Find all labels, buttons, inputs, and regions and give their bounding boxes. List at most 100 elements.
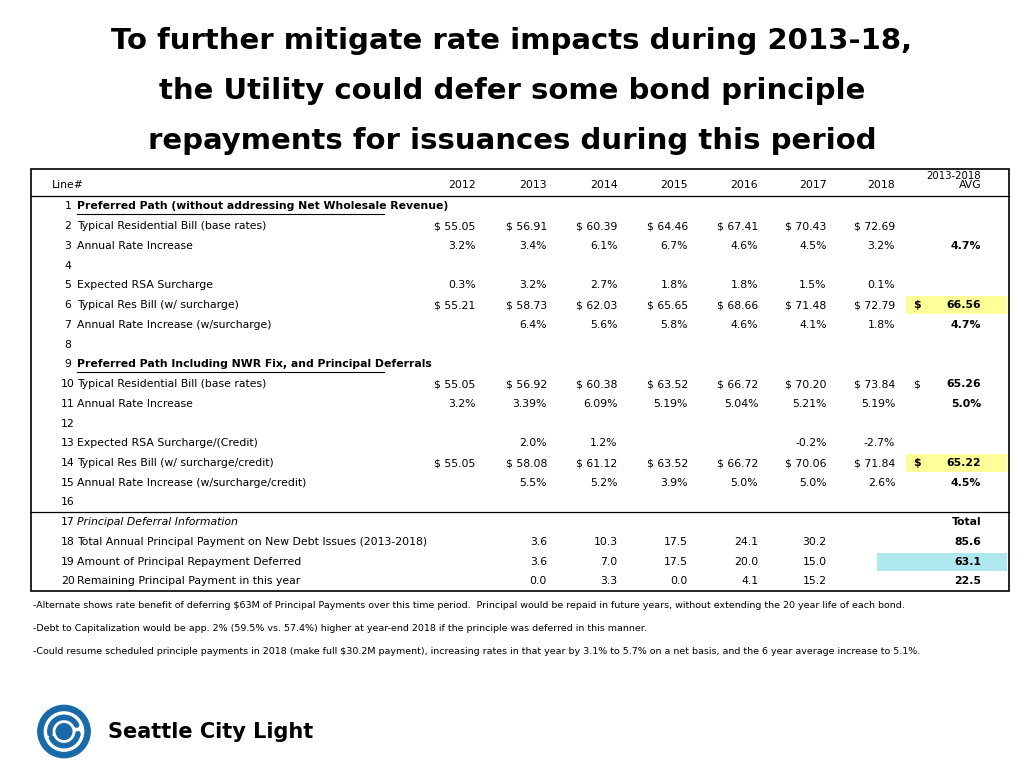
Circle shape [38,705,90,758]
Text: 15.2: 15.2 [803,577,826,587]
Text: 5.0%: 5.0% [799,478,826,488]
Text: 5.8%: 5.8% [660,319,688,329]
Text: AVG: AVG [958,180,981,190]
Text: 0.0: 0.0 [671,577,688,587]
Circle shape [56,723,72,740]
Text: 5.04%: 5.04% [724,399,759,409]
Text: 15: 15 [61,478,75,488]
Text: 22.5: 22.5 [954,577,981,587]
Text: 2013: 2013 [519,180,547,190]
Text: 4: 4 [65,260,72,270]
Text: $ 60.38: $ 60.38 [577,379,617,389]
Text: 7: 7 [65,319,72,329]
Text: 4.5%: 4.5% [800,241,826,251]
Text: 3.2%: 3.2% [449,241,476,251]
Text: Typical Res Bill (w/ surcharge/credit): Typical Res Bill (w/ surcharge/credit) [77,458,273,468]
Text: $ 55.05: $ 55.05 [434,379,476,389]
Text: Annual Rate Increase (w/surcharge/credit): Annual Rate Increase (w/surcharge/credit… [77,478,306,488]
Text: $: $ [913,300,921,310]
Text: Expected RSA Surcharge/(Credit): Expected RSA Surcharge/(Credit) [77,439,258,449]
Text: 17: 17 [61,517,75,528]
Text: 4.1%: 4.1% [800,319,826,329]
Text: 18: 18 [61,537,75,547]
Text: Total Annual Principal Payment on New Debt Issues (2013-2018): Total Annual Principal Payment on New De… [77,537,427,547]
Text: $ 70.06: $ 70.06 [785,458,826,468]
Text: $ 72.79: $ 72.79 [854,300,895,310]
Text: -Alternate shows rate benefit of deferring $63M of Principal Payments over this : -Alternate shows rate benefit of deferri… [33,601,904,610]
Text: $ 61.12: $ 61.12 [577,458,617,468]
Text: $ 64.46: $ 64.46 [646,221,688,231]
Text: $ 63.52: $ 63.52 [646,379,688,389]
Text: 3.6: 3.6 [530,557,547,567]
Text: Remaining Principal Payment in this year: Remaining Principal Payment in this year [77,577,300,587]
Text: 2012: 2012 [449,180,476,190]
Text: 1.8%: 1.8% [867,319,895,329]
Text: Preferred Path Including NWR Fix, and Principal Deferrals: Preferred Path Including NWR Fix, and Pr… [77,359,431,369]
Text: 2016: 2016 [731,180,759,190]
Text: Typical Residential Bill (base rates): Typical Residential Bill (base rates) [77,221,266,231]
Text: 3: 3 [65,241,72,251]
Text: 0.1%: 0.1% [867,280,895,290]
Text: 19: 19 [61,557,75,567]
Text: 2017: 2017 [799,180,826,190]
Text: Annual Rate Increase (w/surcharge): Annual Rate Increase (w/surcharge) [77,319,271,329]
Text: 5.19%: 5.19% [653,399,688,409]
Text: 3.3: 3.3 [600,577,617,587]
Text: 1.5%: 1.5% [800,280,826,290]
Text: $ 70.43: $ 70.43 [785,221,826,231]
Text: 15.0: 15.0 [803,557,826,567]
Text: 24.1: 24.1 [734,537,759,547]
Text: 5.0%: 5.0% [951,399,981,409]
Text: $: $ [913,458,921,468]
Text: $ 65.65: $ 65.65 [646,300,688,310]
Text: 12: 12 [61,419,75,429]
Text: 4.7%: 4.7% [950,241,981,251]
Text: 5.5%: 5.5% [519,478,547,488]
Text: -0.2%: -0.2% [796,439,826,449]
Text: Preferred Path (without addressing Net Wholesale Revenue): Preferred Path (without addressing Net W… [77,201,447,211]
Text: 65.22: 65.22 [946,458,981,468]
Text: 3.2%: 3.2% [449,399,476,409]
Text: 6.1%: 6.1% [590,241,617,251]
Text: 66.56: 66.56 [946,300,981,310]
Text: 1: 1 [65,201,72,211]
Text: Annual Rate Increase: Annual Rate Increase [77,241,193,251]
Circle shape [44,712,84,751]
Text: $ 55.05: $ 55.05 [434,458,476,468]
Text: 3.6: 3.6 [530,537,547,547]
Text: $ 55.21: $ 55.21 [434,300,476,310]
Text: 2.6%: 2.6% [867,478,895,488]
Text: $ 55.05: $ 55.05 [434,221,476,231]
Text: Seattle City Light: Seattle City Light [108,721,312,742]
Text: 16: 16 [61,498,75,508]
Text: 4.1: 4.1 [741,577,759,587]
Text: Line#: Line# [52,180,84,190]
Text: 6.7%: 6.7% [660,241,688,251]
Text: 4.7%: 4.7% [950,319,981,329]
Text: 5: 5 [65,280,72,290]
Text: 2015: 2015 [660,180,688,190]
Text: $ 60.39: $ 60.39 [577,221,617,231]
Text: $ 73.84: $ 73.84 [854,379,895,389]
Text: 5.2%: 5.2% [590,478,617,488]
Text: 2: 2 [65,221,72,231]
Text: $ 67.41: $ 67.41 [717,221,759,231]
Text: 5.19%: 5.19% [861,399,895,409]
Text: 2014: 2014 [590,180,617,190]
Text: 2013-2018: 2013-2018 [927,171,981,181]
Text: 10: 10 [61,379,75,389]
Text: $ 72.69: $ 72.69 [854,221,895,231]
Text: 1.2%: 1.2% [590,439,617,449]
Text: 5.6%: 5.6% [590,319,617,329]
Text: $ 71.84: $ 71.84 [854,458,895,468]
Text: Typical Res Bill (w/ surcharge): Typical Res Bill (w/ surcharge) [77,300,239,310]
Text: 5.21%: 5.21% [793,399,826,409]
Text: 6: 6 [65,300,72,310]
Text: 11: 11 [61,399,75,409]
Text: $ 56.91: $ 56.91 [506,221,547,231]
Text: $ 66.72: $ 66.72 [717,379,759,389]
Text: Annual Rate Increase: Annual Rate Increase [77,399,193,409]
Text: 3.9%: 3.9% [660,478,688,488]
Text: the Utility could defer some bond principle: the Utility could defer some bond princi… [159,77,865,104]
Text: 3.2%: 3.2% [867,241,895,251]
